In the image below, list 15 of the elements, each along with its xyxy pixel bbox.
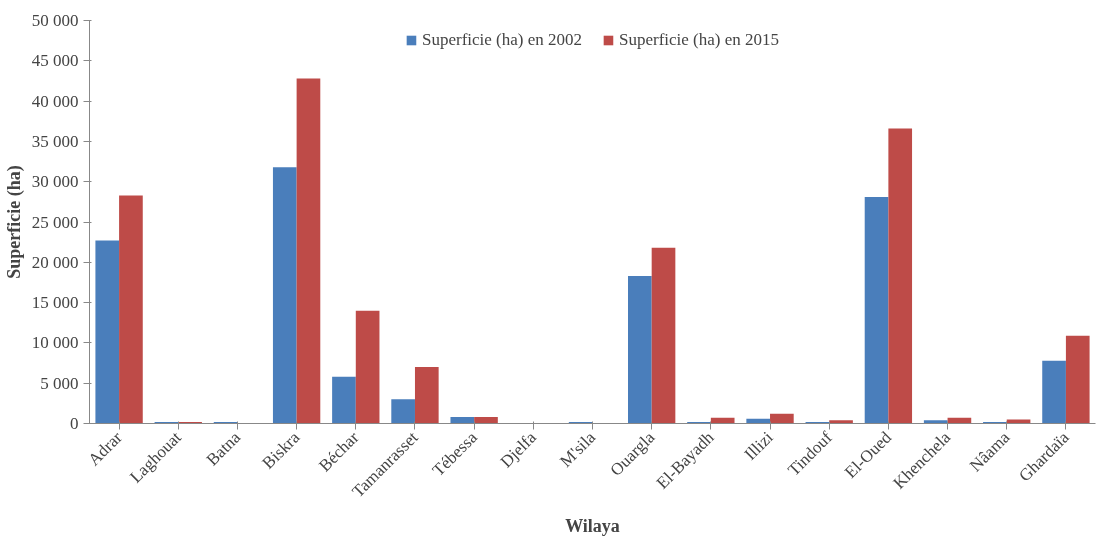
y-tick-label: 25 000: [31, 212, 79, 232]
legend-label: Superficie (ha) en 2015: [619, 30, 780, 50]
y-tick-label: 50 000: [31, 11, 79, 30]
y-axis-title: Superficie (ha): [3, 165, 25, 279]
y-tick-label: 35 000: [31, 131, 79, 151]
y-tick-label: 20 000: [31, 252, 79, 272]
x-axis-title: Wilaya: [565, 515, 620, 536]
y-tick-label: 40 000: [31, 91, 79, 111]
y-tick-label: 10 000: [31, 333, 79, 353]
y-tick-label: 30 000: [31, 172, 79, 192]
y-tick-label: 45 000: [31, 51, 79, 71]
y-tick-label: 0: [70, 414, 79, 433]
legend-label: Superficie (ha) en 2002: [421, 30, 582, 50]
y-tick-label: 5 000: [40, 373, 79, 393]
y-tick-label: 15 000: [31, 293, 79, 313]
